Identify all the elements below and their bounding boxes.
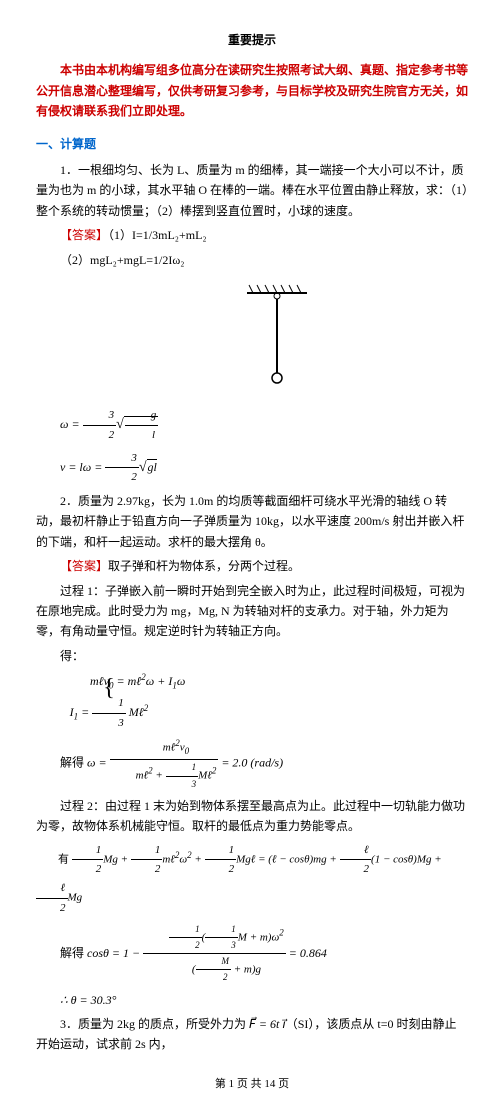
question-2: 2．质量为 2.97kg，长为 1.0m 的均质等截面细杆可绕水平光滑的轴线 O… (36, 491, 468, 552)
question-1: 1．一根细均匀、长为 L、质量为 m 的细棒，其一端接一个大小可以不计，质量为也… (36, 160, 468, 221)
answer-2: 【答案】取子弹和杆为物体系，分两个过程。 (36, 556, 468, 576)
theta-result: ∴ θ = 30.3° (36, 990, 468, 1010)
solve-cos: 解得 cosθ = 1 − 12(13M + m)ω2(M2 + m)g = 0… (36, 922, 468, 986)
equation-v: v = lω = 32√gl (36, 449, 468, 487)
page-title: 重要提示 (36, 30, 468, 50)
equation-omega: ω = 32√gl (36, 406, 468, 444)
page-footer: 第 1 页 共 14 页 (36, 1075, 468, 1094)
energy-eq: 有 12Mg + 12mℓ2ω2 + 12Mgℓ = (ℓ − cosθ)mg … (36, 841, 468, 918)
pendulum-diagram (36, 278, 468, 394)
process-2: 过程 2：由过程 1 末为始到物体系摆至最高点为止。此过程中一切轨能力做功为零，… (36, 796, 468, 837)
de-label: 得： (36, 646, 468, 666)
answer-1-line2: （2）mgL₂+mgL=1/2Iω₂ (36, 250, 468, 270)
question-3: 3．质量为 2kg 的质点，所受外力为 F⃗ = 6t i⃗（SI），该质点从 … (36, 1014, 468, 1055)
solve-omega: 解得 ω = mℓ2v0mℓ2 + 13Mℓ2 = 2.0 (rad/s) (36, 736, 468, 792)
answer-1-label: 【答案】（1）I=1/3mL₂+mL₂ (36, 225, 468, 245)
notice-text: 本书由本机构编写组多位高分在读研究生按照考试大纲、真题、指定参考书等公开信息潜心… (36, 60, 468, 121)
process-1: 过程 1：子弹嵌入前一瞬时开始到完全嵌入时为止，此过程时间极短，可视为在原地完成… (36, 581, 468, 642)
system-eq: { mℓv0 = mℓ2ω + I1ω I1 = 13 Mℓ2 (36, 670, 468, 732)
section-heading: 一、计算题 (36, 134, 468, 154)
